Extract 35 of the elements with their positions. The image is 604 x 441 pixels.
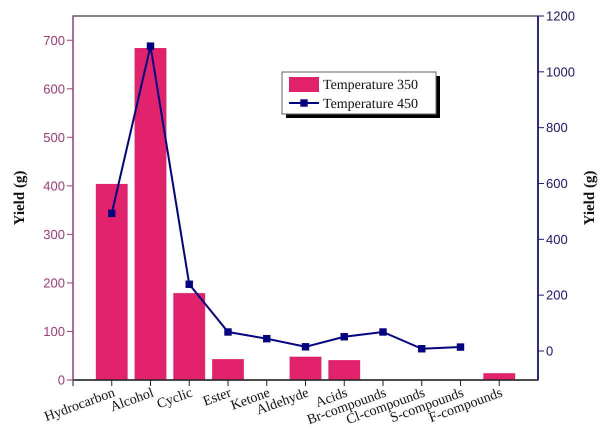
bar (96, 184, 128, 380)
y-tick-label: 500 (43, 130, 65, 145)
point (186, 280, 193, 288)
bar (134, 48, 166, 380)
legend-label: Temperature 450 (323, 96, 418, 112)
point (302, 343, 310, 350)
bar (212, 359, 244, 380)
bar (173, 293, 206, 380)
y2-tick-label: 1200 (546, 8, 575, 24)
y2-axis-title: Yield (g) (582, 170, 598, 226)
y2-tick-label: 400 (546, 232, 568, 247)
y-tick-label: 300 (43, 226, 65, 242)
y2-tick-label: 800 (546, 120, 568, 136)
y-tick-label: 100 (43, 324, 65, 340)
point (263, 334, 270, 342)
y2-tick-label: 0 (546, 344, 554, 359)
y2-tick-label: 200 (546, 288, 568, 303)
x-tick-label: Cyclic (155, 386, 195, 412)
point (456, 343, 464, 351)
bar (328, 360, 360, 380)
y-tick-label: 600 (43, 81, 65, 96)
point (340, 333, 348, 340)
bar (483, 373, 516, 380)
y-tick-label: 400 (43, 178, 65, 194)
y-axis-title: Yield (g) (12, 170, 28, 226)
y-tick-label: 700 (43, 32, 65, 48)
y2-tick-label: 600 (546, 176, 568, 192)
y-tick-label: 200 (43, 275, 65, 290)
point (418, 345, 426, 352)
bar (290, 356, 322, 380)
point (108, 210, 116, 218)
y-tick-label: 0 (58, 372, 65, 388)
legend-label: Temperature 350 (323, 78, 418, 93)
point (146, 42, 154, 50)
y2-tick-label: 1000 (546, 64, 575, 80)
